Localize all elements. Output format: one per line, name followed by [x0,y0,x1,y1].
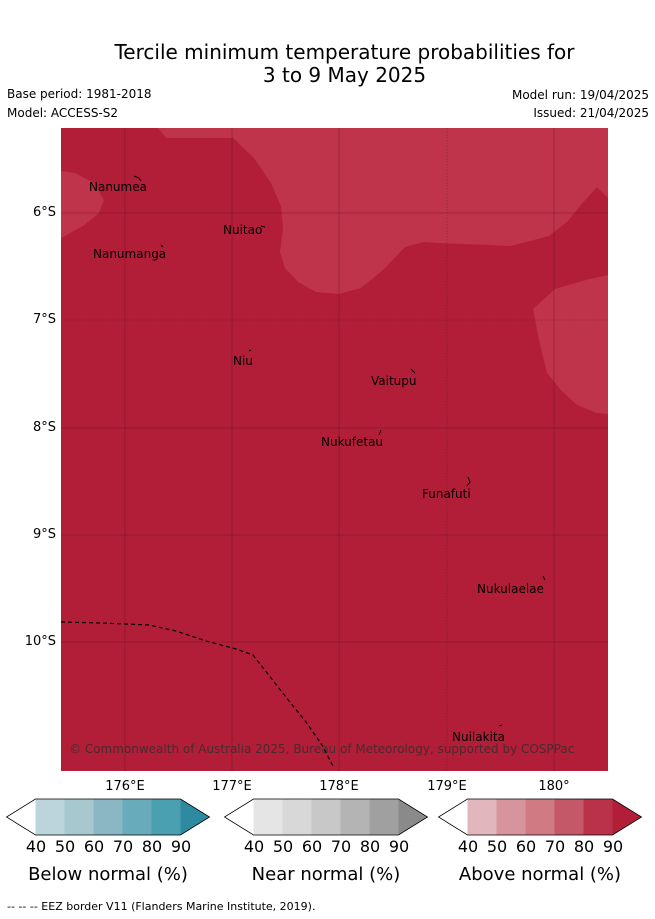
map-canvas: Nanumea Nuitao Nanumanga Niu Vaitupu Nuk… [61,128,608,771]
tick-below-60: 60 [83,837,105,856]
lon-label-176e: 176°E [105,779,145,794]
map-title: Tercile minimum temperature probabilitie… [0,41,655,87]
colorbar-below-40 [35,799,65,835]
island-nuilakita [498,724,503,727]
colorbar-above-under [438,799,468,835]
model-name: Model: ACCESS-S2 [7,106,119,120]
tick-below-40: 40 [25,837,47,856]
lat-label-9s: 9°S [32,527,56,542]
colorbar-below-50 [64,799,94,835]
tick-near-90: 90 [388,837,410,856]
island-funafuti [466,476,471,487]
copyright-notice: © Commonwealth of Australia 2025, Bureau… [69,742,574,756]
tick-above-60: 60 [515,837,537,856]
colorbar-near-under [224,799,254,835]
islands [133,175,546,727]
colorbar-below-70 [122,799,152,835]
place-label-vaitupu: Vaitupu [371,374,417,388]
island-nanumea [133,175,142,182]
island-nukulaelae [542,575,546,581]
lat-label-8s: 8°S [32,420,56,435]
lon-label-180: 180° [538,779,570,794]
lon-label-179e: 179°E [427,779,467,794]
gridlines [61,128,608,771]
colorbar-near-normal [224,798,429,836]
place-label-niu: Niu [233,354,253,368]
tick-below-90: 90 [170,837,192,856]
place-label-funafuti: Funafuti [422,487,471,501]
tick-above-40: 40 [457,837,479,856]
colorbar-near-80 [369,799,399,835]
colorbar-below-80 [151,799,181,835]
title-line-1: Tercile minimum temperature probabilitie… [114,40,575,64]
colorbar-above-40 [467,799,497,835]
colorbar-below-label: Below normal (%) [28,864,188,885]
issued-date: Issued: 21/04/2025 [533,106,649,120]
colorbar-near-50 [282,799,312,835]
lon-label-178e: 178°E [319,779,359,794]
tick-below-80: 80 [141,837,163,856]
place-label-nuilakita: Nuilakita [452,730,505,744]
tick-below-70: 70 [112,837,134,856]
lon-label-177e: 177°E [212,779,252,794]
colorbar-above-label: Above normal (%) [458,864,622,885]
tick-above-70: 70 [544,837,566,856]
colorbar-near-40 [253,799,283,835]
lat-label-7s: 7°S [32,312,56,327]
above-80-region-east [533,275,608,414]
place-label-nuitao: Nuitao [223,223,262,237]
tick-above-50: 50 [486,837,508,856]
tick-near-80: 80 [359,837,381,856]
colorbar-below-over [180,799,210,835]
place-label-nukufetau: Nukufetau [321,435,383,449]
island-nuitao [260,225,266,228]
colorbar-below-60 [93,799,123,835]
title-line-2: 3 to 9 May 2025 [262,63,427,87]
place-label-nanumanga: Nanumanga [93,247,166,261]
island-nukufetau [378,429,382,436]
colorbar-near-60 [311,799,341,835]
base-period: Base period: 1981-2018 [7,87,152,101]
colorbar-above-outline [438,798,643,836]
above-80-region-north [158,128,608,294]
colorbar-above-60 [525,799,555,835]
tick-near-40: 40 [243,837,265,856]
eez-border-legend: -- -- -- EEZ border V11 (Flanders Marine… [7,900,316,913]
colorbar-above-50 [496,799,526,835]
colorbar-above-70 [554,799,584,835]
tick-near-60: 60 [301,837,323,856]
colorbar-above-80 [583,799,613,835]
tick-near-70: 70 [330,837,352,856]
colorbar-below-normal [6,798,211,836]
island-nanumanga [160,244,164,248]
island-niu [248,349,252,352]
place-label-nukulaelae: Nukulaelae [477,582,544,596]
probability-map: Nanumea Nuitao Nanumanga Niu Vaitupu Nuk… [61,128,608,771]
tick-above-90: 90 [602,837,624,856]
tick-near-50: 50 [272,837,294,856]
place-label-nanumea: Nanumea [89,180,147,194]
colorbar-above-normal [438,798,643,836]
eez-border [61,621,334,767]
colorbar-below-under [6,799,36,835]
lat-label-6s: 6°S [32,205,56,220]
model-run: Model run: 19/04/2025 [511,88,649,102]
colorbar-near-label: Near normal (%) [251,864,401,885]
tick-above-80: 80 [573,837,595,856]
colorbar-near-70 [340,799,370,835]
lat-label-10s: 10°S [24,634,56,649]
island-vaitupu [410,368,416,374]
colorbar-above-over [612,799,642,835]
colorbar-near-outline [224,798,429,836]
colorbar-near-over [398,799,428,835]
above-80-region-west [61,171,104,238]
tick-below-50: 50 [54,837,76,856]
colorbar-below-outline [6,798,211,836]
